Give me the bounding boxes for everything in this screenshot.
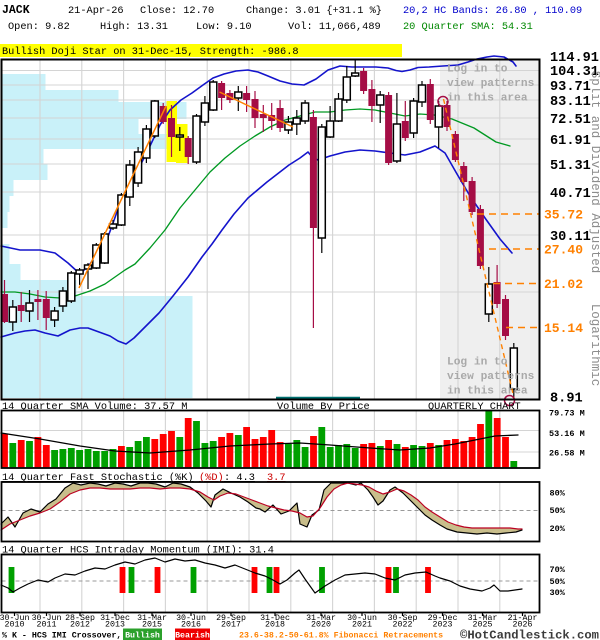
svg-text:2020: 2020 [311, 621, 331, 630]
svg-text:Bearish: Bearish [175, 631, 210, 640]
svg-text:Log in to: Log in to [447, 64, 508, 76]
svg-text:53.16 M: 53.16 M [549, 429, 585, 439]
svg-text:2025: 2025 [473, 621, 493, 630]
svg-text:30-Jun: 30-Jun [32, 614, 62, 623]
svg-text:Logarithmic: Logarithmic [588, 304, 600, 387]
svg-text:79.73 M: 79.73 M [549, 409, 585, 419]
svg-text:31-Dec: 31-Dec [100, 614, 130, 623]
svg-text:70%: 70% [550, 565, 566, 575]
svg-text:2016: 2016 [181, 621, 201, 630]
svg-text:21-Apr-26: 21-Apr-26 [68, 5, 124, 17]
svg-text:104.31: 104.31 [550, 65, 599, 80]
svg-text:2021: 2021 [352, 621, 372, 630]
svg-text:29-Sep: 29-Sep [216, 614, 246, 623]
svg-text:Low: 9.10: Low: 9.10 [196, 21, 252, 33]
svg-text:35.72: 35.72 [544, 208, 583, 223]
svg-text:2022: 2022 [393, 621, 413, 630]
svg-text:20,2 HC Bands: 26.80 , 110.09: 20,2 HC Bands: 26.80 , 110.09 [403, 5, 582, 17]
svg-text:2012: 2012 [70, 621, 90, 630]
svg-text:Bullish Doji Star on 31-Dec-15: Bullish Doji Star on 31-Dec-15, Strength… [2, 46, 299, 58]
svg-text:50%: 50% [550, 577, 566, 587]
svg-text:23.6-38.2-50-61.8% Fibonacci R: 23.6-38.2-50-61.8% Fibonacci Retracement… [239, 631, 443, 640]
svg-text:30%: 30% [550, 588, 566, 598]
svg-text:14 Quarter HCS Intraday Moment: 14 Quarter HCS Intraday Momentum (IMI): … [2, 545, 274, 557]
svg-text:% K - HCS IMI Crossover,: % K - HCS IMI Crossover, [2, 632, 122, 640]
svg-text:31-Mar: 31-Mar [306, 614, 336, 623]
svg-text:: 4.3: : 4.3 [224, 472, 255, 484]
svg-text:40.71: 40.71 [550, 187, 591, 202]
svg-text:28-Sep: 28-Sep [65, 614, 95, 623]
svg-text:Bullish: Bullish [125, 631, 160, 640]
svg-text:21-Apr: 21-Apr [508, 614, 538, 623]
svg-text:31-Mar: 31-Mar [468, 614, 498, 623]
svg-text:2010: 2010 [5, 621, 25, 630]
svg-text:JACK: JACK [2, 4, 30, 17]
svg-text:2011: 2011 [37, 621, 57, 630]
svg-text:20%: 20% [550, 524, 566, 534]
svg-text:(%D): (%D) [199, 472, 224, 484]
svg-text:2015: 2015 [142, 621, 162, 630]
svg-text:8.91: 8.91 [550, 392, 583, 407]
svg-text:Split and Dividend Adjusted: Split and Dividend Adjusted [588, 71, 600, 274]
svg-text:30.11: 30.11 [550, 230, 591, 245]
svg-text:15.14: 15.14 [544, 321, 583, 336]
svg-text:3.7: 3.7 [267, 472, 286, 484]
svg-text:High: 13.31: High: 13.31 [100, 21, 168, 33]
svg-text:©HotCandlestick.com: ©HotCandlestick.com [460, 629, 599, 640]
svg-text:2026: 2026 [513, 621, 533, 630]
svg-text:Log in to: Log in to [447, 357, 508, 369]
svg-text:50%: 50% [550, 506, 566, 516]
svg-text:in this area: in this area [447, 386, 528, 398]
svg-text:30-Jun: 30-Jun [0, 614, 29, 623]
svg-text:31-Mar: 31-Mar [137, 614, 167, 623]
svg-text:83.11: 83.11 [550, 95, 591, 110]
svg-text:Open: 9.82: Open: 9.82 [8, 21, 70, 33]
svg-text:51.31: 51.31 [550, 159, 591, 174]
svg-text:31-Dec: 31-Dec [260, 614, 290, 623]
svg-text:2018: 2018 [265, 621, 285, 630]
svg-text:80%: 80% [550, 489, 566, 499]
svg-text:29-Dec: 29-Dec [428, 614, 458, 623]
svg-text:27.40: 27.40 [544, 243, 583, 258]
svg-text:2013: 2013 [105, 621, 125, 630]
svg-text:view patterns: view patterns [447, 371, 535, 383]
svg-text:26.58 M: 26.58 M [549, 449, 585, 459]
svg-text:61.91: 61.91 [550, 134, 591, 149]
svg-text:in this area: in this area [447, 93, 528, 105]
svg-text:view patterns: view patterns [447, 78, 535, 90]
svg-text:30-Jun: 30-Jun [176, 614, 206, 623]
svg-text:Vol: 11,066,489: Vol: 11,066,489 [288, 21, 381, 33]
svg-text:2017: 2017 [221, 621, 241, 630]
svg-text:20 Quarter SMA: 54.31: 20 Quarter SMA: 54.31 [403, 21, 533, 33]
svg-text:Change: 3.01 {+31.1 %}: Change: 3.01 {+31.1 %} [246, 5, 382, 17]
svg-text:2023: 2023 [433, 621, 453, 630]
svg-text:114.91: 114.91 [550, 51, 599, 66]
svg-text:30-Jun: 30-Jun [347, 614, 377, 623]
svg-text:30-Sep: 30-Sep [388, 614, 418, 623]
svg-text:72.51: 72.51 [550, 113, 591, 128]
svg-text:14 Quarter Fast Stochastic (%K: 14 Quarter Fast Stochastic (%K) [2, 472, 194, 484]
svg-text:Close: 12.70: Close: 12.70 [140, 5, 214, 17]
svg-text:93.71: 93.71 [550, 80, 591, 95]
svg-text:21.02: 21.02 [544, 277, 583, 292]
